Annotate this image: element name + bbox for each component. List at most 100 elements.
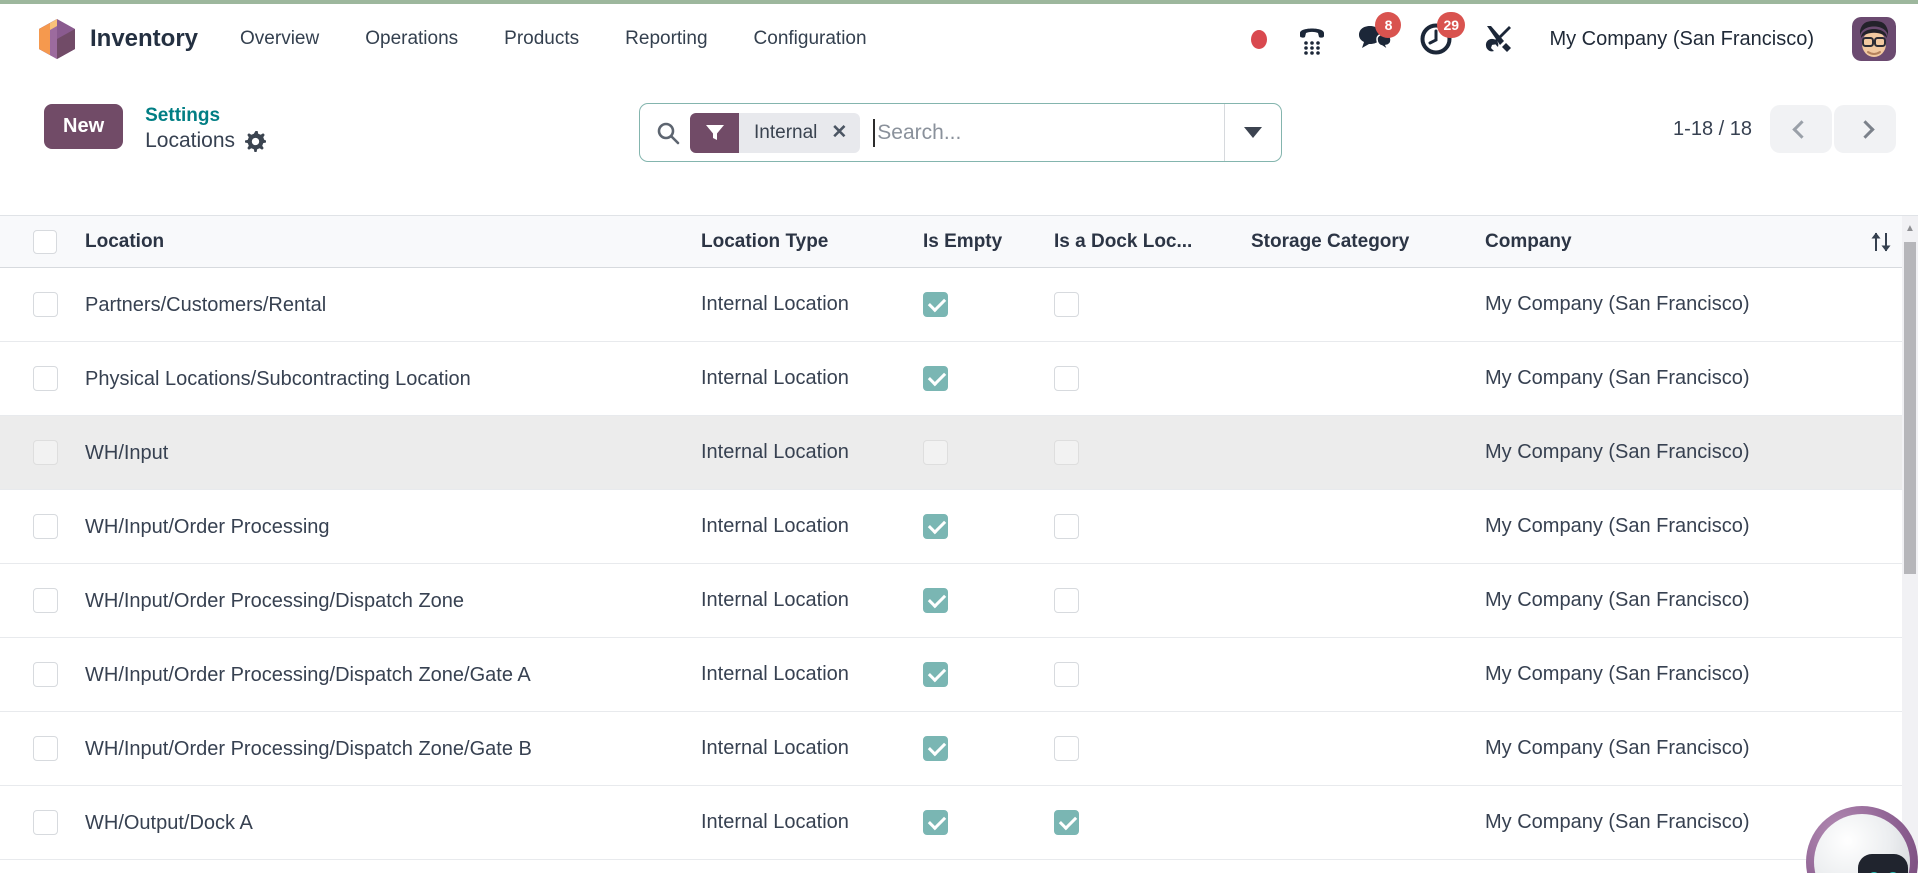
company-cell: My Company (San Francisco) — [1485, 515, 1750, 537]
table-row[interactable]: WH/Input/Order Processing Internal Locati… — [0, 490, 1918, 564]
breadcrumb-settings-link[interactable]: Settings — [145, 105, 221, 126]
table-row[interactable]: WH/Input Internal Location My Company (San… — [0, 416, 1918, 490]
location-cell: WH/Input/Order Processing/Dispatch Zone/… — [85, 663, 531, 686]
is-dock-checkbox[interactable] — [1054, 514, 1079, 539]
text-cursor — [873, 118, 876, 147]
is-empty-cell — [923, 514, 1054, 539]
row-checkbox[interactable] — [33, 736, 58, 761]
is-dock-checkbox[interactable] — [1054, 662, 1079, 687]
is-dock-checkbox[interactable] — [1054, 292, 1079, 317]
location-type-cell: Internal Location — [701, 515, 849, 537]
vertical-scrollbar[interactable]: ▲ — [1902, 216, 1918, 873]
chevron-right-icon — [1855, 119, 1875, 139]
search-input[interactable]: Search... — [877, 120, 962, 144]
is-dock-cell — [1054, 588, 1251, 613]
pager-next-button[interactable] — [1834, 105, 1896, 153]
user-avatar[interactable] — [1852, 17, 1896, 61]
row-checkbox[interactable] — [33, 514, 58, 539]
chevron-down-icon — [1244, 127, 1262, 138]
is-dock-checkbox[interactable] — [1054, 736, 1079, 761]
nav-menu-item-overview[interactable]: Overview — [240, 28, 320, 49]
nav-menu-item-operations[interactable]: Operations — [365, 28, 459, 49]
select-all-checkbox[interactable] — [33, 229, 57, 254]
is-empty-checkbox[interactable] — [923, 366, 948, 391]
location-type-cell: Internal Location — [701, 293, 849, 315]
company-switcher[interactable]: My Company (San Francisco) — [1549, 27, 1814, 50]
is-dock-cell — [1054, 514, 1251, 539]
column-header-location[interactable]: Location — [85, 231, 165, 252]
is-empty-cell — [923, 588, 1054, 613]
is-empty-checkbox[interactable] — [923, 292, 948, 317]
is-dock-cell — [1054, 736, 1251, 761]
column-header-location-type[interactable]: Location Type — [701, 230, 829, 252]
table-row[interactable]: Physical Locations/Subcontracting Locati… — [0, 342, 1918, 416]
row-checkbox[interactable] — [33, 366, 58, 391]
table-header-row: Location Location Type Is Empty Is a Doc… — [0, 215, 1918, 268]
search-icon — [656, 121, 680, 145]
pager: 1-18 / 18 — [1673, 105, 1896, 153]
is-empty-checkbox[interactable] — [923, 736, 948, 761]
facet-remove-icon[interactable]: ✕ — [831, 122, 848, 143]
location-cell: WH/Input — [85, 441, 169, 464]
location-cell: Physical Locations/Subcontracting Locati… — [85, 367, 471, 390]
is-dock-checkbox[interactable] — [1054, 588, 1079, 613]
new-button[interactable]: New — [44, 104, 124, 149]
table-row[interactable]: WH/Input/Order Processing/Dispatch Zone I… — [0, 564, 1918, 638]
nav-menu-item-configuration[interactable]: Configuration — [753, 28, 867, 49]
row-select-cell — [0, 736, 85, 761]
is-empty-checkbox[interactable] — [923, 588, 948, 613]
is-dock-cell — [1054, 292, 1251, 317]
pager-previous-button[interactable] — [1770, 105, 1832, 153]
row-checkbox[interactable] — [33, 292, 58, 317]
row-select-cell — [0, 292, 85, 317]
company-cell: My Company (San Francisco) — [1485, 293, 1750, 315]
app-name[interactable]: Inventory — [90, 25, 199, 52]
is-empty-checkbox[interactable] — [923, 514, 948, 539]
filter-funnel-icon[interactable] — [690, 112, 739, 153]
column-header-company[interactable]: Company — [1485, 230, 1572, 252]
row-checkbox[interactable] — [33, 662, 58, 687]
is-dock-checkbox[interactable] — [1054, 440, 1079, 465]
nav-menu-item-products[interactable]: Products — [504, 28, 580, 49]
is-empty-cell — [923, 736, 1054, 761]
messages-icon[interactable]: 8 — [1357, 12, 1402, 56]
location-cell: WH/Input/Order Processing — [85, 515, 330, 538]
column-header-is-dock[interactable]: Is a Dock Loc... — [1054, 230, 1193, 252]
activities-badge: 29 — [1437, 12, 1466, 38]
cog-menu-icon[interactable] — [245, 130, 267, 152]
locations-list-view: Location Location Type Is Empty Is a Doc… — [0, 215, 1918, 873]
row-checkbox[interactable] — [33, 440, 58, 465]
is-dock-checkbox[interactable] — [1054, 366, 1079, 391]
company-cell: My Company (San Francisco) — [1485, 589, 1750, 611]
column-header-is-empty[interactable]: Is Empty — [923, 230, 1003, 252]
table-row[interactable]: WH/Input/Order Processing/Dispatch Zone/… — [0, 712, 1918, 786]
is-empty-checkbox[interactable] — [923, 810, 948, 835]
search-bar[interactable]: Internal ✕ Search... — [639, 103, 1282, 162]
nav-menu: Overview Operations Products Reporting Confi… — [240, 28, 867, 50]
app-switcher[interactable]: Inventory — [38, 18, 198, 60]
location-type-cell: Internal Location — [701, 441, 849, 463]
is-empty-checkbox[interactable] — [923, 440, 948, 465]
location-type-cell: Internal Location — [701, 589, 849, 611]
chevron-left-icon — [1791, 119, 1811, 139]
row-checkbox[interactable] — [33, 810, 58, 835]
table-row[interactable]: Partners/Customers/Rental Internal Locati… — [0, 268, 1918, 342]
activities-clock-icon[interactable]: 29 — [1419, 12, 1466, 56]
top-accent-strip — [0, 0, 1918, 4]
inventory-app-icon — [38, 18, 76, 60]
optional-columns-icon[interactable] — [1858, 231, 1918, 253]
column-header-storage-category[interactable]: Storage Category — [1251, 230, 1410, 252]
is-dock-checkbox[interactable] — [1054, 810, 1079, 835]
search-options-toggle[interactable] — [1224, 104, 1281, 161]
row-checkbox[interactable] — [33, 588, 58, 613]
is-empty-checkbox[interactable] — [923, 662, 948, 687]
voip-phone-icon[interactable] — [1295, 22, 1329, 56]
table-row[interactable]: WH/Output/Dock A Internal Location My Comp… — [0, 786, 1918, 860]
scrollbar-up-arrow-icon[interactable]: ▲ — [1905, 222, 1915, 234]
table-row[interactable]: WH/Input/Order Processing/Dispatch Zone/… — [0, 638, 1918, 712]
presence-dot-icon[interactable] — [1251, 29, 1268, 49]
search-facet-internal: Internal ✕ — [690, 112, 861, 153]
debug-tools-icon[interactable] — [1481, 22, 1515, 56]
scrollbar-thumb[interactable] — [1904, 242, 1916, 574]
nav-menu-item-reporting[interactable]: Reporting — [625, 28, 708, 49]
